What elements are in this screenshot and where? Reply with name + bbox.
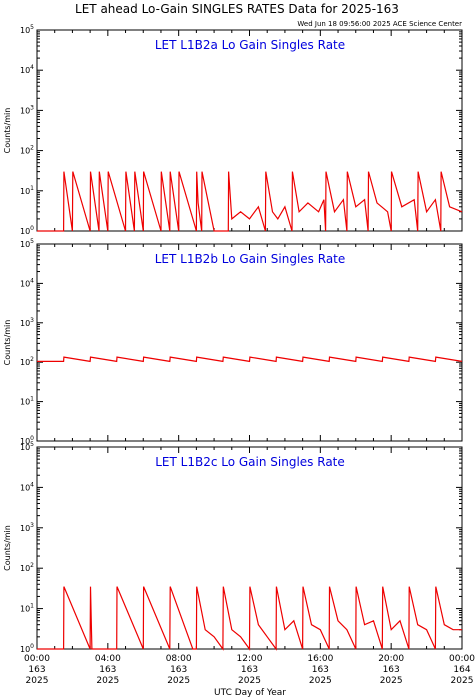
y-tick-label: 101 xyxy=(20,603,34,614)
x-tick-label: 12:00 xyxy=(237,654,263,664)
panel-title: LET L1B2c Lo Gain Singles Rate xyxy=(155,455,345,469)
y-tick-label: 100 xyxy=(20,435,34,446)
chart-panels: 100 101 102 103 104 105 Counts/min LET L1B2a Lo… xyxy=(3,24,475,686)
x-tick-label: 163 xyxy=(99,665,116,675)
x-tick-label: 08:00 xyxy=(166,654,192,664)
x-tick-label: 00:00 xyxy=(24,654,50,664)
timestamp: Wed Jun 18 09:56:00 2025 ACE Science Cen… xyxy=(297,20,462,28)
y-tick-label: 102 xyxy=(20,562,34,573)
y-tick-label: 103 xyxy=(20,104,34,115)
x-tick-label: 163 xyxy=(170,665,187,675)
x-tick-labels: 00:00163202504:00163202508:00163202512:0… xyxy=(24,654,475,686)
y-tick-label: 101 xyxy=(20,185,34,196)
y-axis-label: Counts/min xyxy=(3,108,12,154)
y-tick-label: 103 xyxy=(20,317,34,328)
data-series-line xyxy=(37,586,462,651)
y-tick-label: 100 xyxy=(20,225,34,236)
x-tick-label: 00:00 xyxy=(449,654,475,664)
x-axis-label: UTC Day of Year xyxy=(214,688,286,698)
panel-title: LET L1B2b Lo Gain Singles Rate xyxy=(155,252,346,266)
panel-title: LET L1B2a Lo Gain Singles Rate xyxy=(155,38,345,52)
x-tick-label: 2025 xyxy=(238,676,261,686)
y-tick-label: 103 xyxy=(20,522,34,533)
x-tick-label: 20:00 xyxy=(378,654,404,664)
y-tick-label: 101 xyxy=(20,396,34,407)
x-tick-label: 163 xyxy=(241,665,258,675)
x-tick-label: 163 xyxy=(383,665,400,675)
y-tick-label: 102 xyxy=(20,356,34,367)
chart-panel-2: 100 101 102 103 104 105 Counts/min LET L1B2b Lo… xyxy=(3,238,463,446)
y-tick-label: 104 xyxy=(20,277,34,288)
data-series-line xyxy=(37,171,463,232)
x-tick-label: 2025 xyxy=(26,676,49,686)
x-tick-label: 164 xyxy=(453,665,470,675)
x-tick-label: 2025 xyxy=(96,676,119,686)
y-axis-label: Counts/min xyxy=(3,320,12,366)
y-tick-label: 100 xyxy=(20,643,34,654)
x-tick-label: 163 xyxy=(28,665,45,675)
x-tick-label: 2025 xyxy=(451,676,474,686)
plot-frame xyxy=(36,29,463,232)
y-tick-label: 105 xyxy=(20,24,34,35)
chart-panel-3: 100 101 102 103 104 105 Counts/min LET L1B2c Lo… xyxy=(3,441,463,654)
x-tick-label: 16:00 xyxy=(307,654,333,664)
data-series-line xyxy=(37,356,463,363)
x-tick-label: 2025 xyxy=(167,676,190,686)
x-tick-label: 163 xyxy=(312,665,329,675)
y-tick-label: 105 xyxy=(20,441,34,452)
y-tick-label: 104 xyxy=(20,481,34,492)
y-tick-label: 104 xyxy=(20,64,34,75)
plot-frame xyxy=(36,243,463,442)
y-tick-label: 105 xyxy=(20,238,34,249)
x-tick-label: 2025 xyxy=(380,676,403,686)
y-axis-label: Counts/min xyxy=(3,525,12,571)
x-tick-label: 04:00 xyxy=(95,654,121,664)
figure-title: LET ahead Lo-Gain SINGLES RATES Data for… xyxy=(75,2,399,16)
chart-panel-1: 100 101 102 103 104 105 Counts/min LET L1B2a Lo… xyxy=(3,24,463,236)
y-tick-label: 102 xyxy=(20,145,34,156)
x-tick-label: 2025 xyxy=(309,676,332,686)
